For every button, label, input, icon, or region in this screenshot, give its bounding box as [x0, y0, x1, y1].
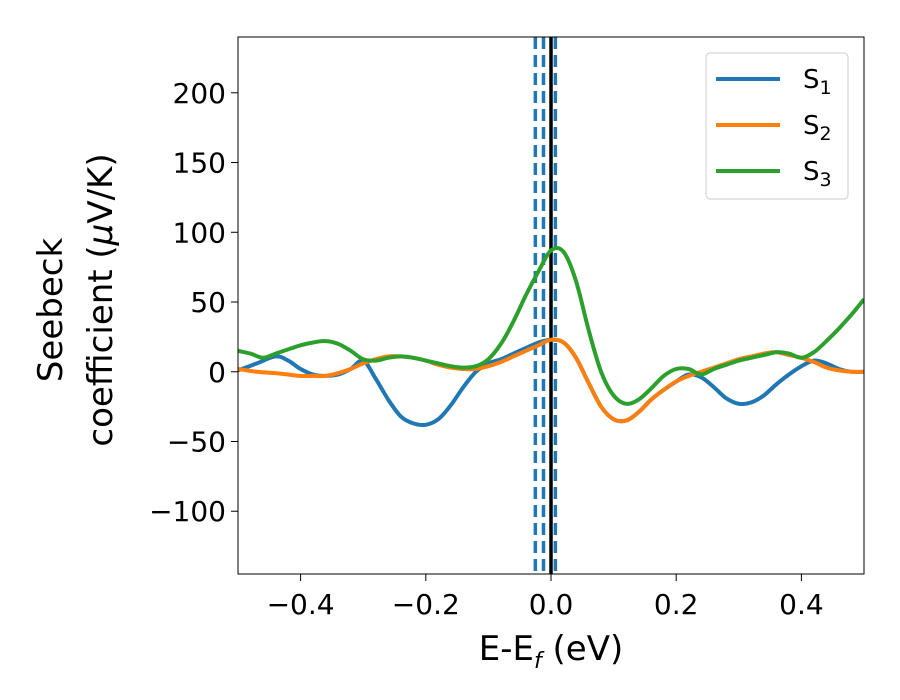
series-layer — [238, 245, 864, 428]
x-tick-label: −0.4 — [267, 588, 335, 621]
y-tick-label: −100 — [149, 495, 226, 528]
x-axis-label-main: E-E — [479, 629, 534, 669]
y-tick-label: 0 — [208, 356, 226, 389]
y-axis: −100 −50 0 50 100 150 200 — [149, 77, 238, 528]
y-tick-label: 200 — [173, 77, 226, 110]
reference-lines — [533, 37, 558, 574]
x-axis-label-suffix: (eV) — [542, 629, 624, 669]
x-tick-label: 0.0 — [529, 588, 574, 621]
legend-label-s2: S2 — [803, 111, 832, 145]
y-tick-label: 50 — [190, 286, 226, 319]
x-axis-label-sub: f — [534, 649, 545, 674]
legend: S1 S2 S3 — [705, 52, 849, 200]
x-axis-label: E-Ef (eV) — [479, 629, 624, 674]
y-axis-label-line2-text: coefficient ( — [81, 245, 121, 446]
y-axis-label-line2: coefficient (μV/K) — [81, 153, 121, 446]
series-line-s3 — [238, 245, 864, 406]
y-axis-label-mu: μ — [81, 224, 121, 247]
y-axis-label-line1: Seebeck — [31, 238, 71, 383]
y-tick-label: −50 — [167, 425, 226, 458]
y-tick-label: 150 — [173, 147, 226, 180]
x-axis: −0.4 −0.2 0.0 0.2 0.4 — [267, 574, 824, 621]
legend-label-s3: S3 — [803, 157, 832, 191]
legend-label-s1: S1 — [803, 65, 832, 99]
x-tick-label: 0.4 — [779, 588, 824, 621]
y-tick-label: 100 — [173, 216, 226, 249]
x-tick-label: 0.2 — [654, 588, 699, 621]
x-tick-label: −0.2 — [392, 588, 460, 621]
y-axis-label-line2-suffix: V/K) — [81, 153, 121, 223]
